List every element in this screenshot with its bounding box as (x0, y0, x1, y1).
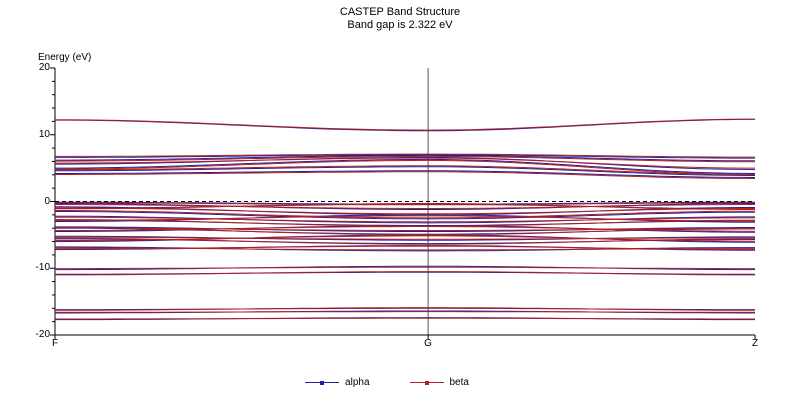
xtick-Z: Z (751, 338, 759, 349)
ytick-20: 20 (38, 62, 50, 73)
ytick-neg20: -20 (35, 329, 50, 340)
legend-entry-beta: beta (409, 377, 495, 388)
xtick-F: F (51, 338, 59, 349)
legend-label-alpha: alpha (345, 377, 370, 388)
legend-line-beta (409, 381, 444, 385)
ytick-0: 0 (44, 196, 50, 207)
chart-title: CASTEP Band Structure (339, 6, 461, 18)
xtick-G: G (424, 338, 432, 349)
ytick-10: 10 (38, 129, 50, 140)
legend-marker-alpha (320, 381, 325, 385)
legend-label-beta: beta (449, 377, 469, 388)
chart-subtitle: Band gap is 2.322 eV (347, 19, 453, 31)
legend-entry-alpha: alpha (305, 377, 395, 388)
legend-line-alpha (305, 381, 340, 385)
y-axis-label: Energy (eV) (38, 52, 92, 63)
ytick-neg10: -10 (35, 262, 50, 273)
legend-marker-beta (424, 381, 429, 385)
legend: alpha beta (0, 377, 800, 388)
